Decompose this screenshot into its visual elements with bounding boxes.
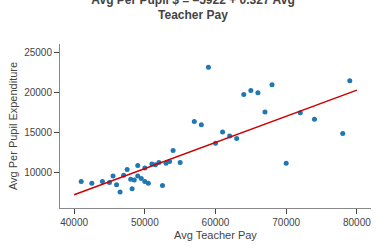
svg-text:Avg Per Pupil Expenditure: Avg Per Pupil Expenditure [7, 62, 19, 190]
svg-text:80000: 80000 [343, 217, 371, 228]
svg-text:70000: 70000 [272, 217, 300, 228]
svg-text:15000: 15000 [24, 127, 52, 138]
svg-text:Avg Per Pupil $ = –5922 + 0.32: Avg Per Pupil $ = –5922 + 0.327 AvgTeach… [91, 0, 294, 22]
svg-text:20000: 20000 [24, 87, 52, 98]
svg-text:50000: 50000 [131, 217, 159, 228]
svg-text:25000: 25000 [24, 47, 52, 58]
svg-text:60000: 60000 [202, 217, 230, 228]
svg-text:10000: 10000 [24, 167, 52, 178]
svg-text:Avg Teacher Pay: Avg Teacher Pay [174, 229, 257, 241]
svg-text:40000: 40000 [60, 217, 88, 228]
